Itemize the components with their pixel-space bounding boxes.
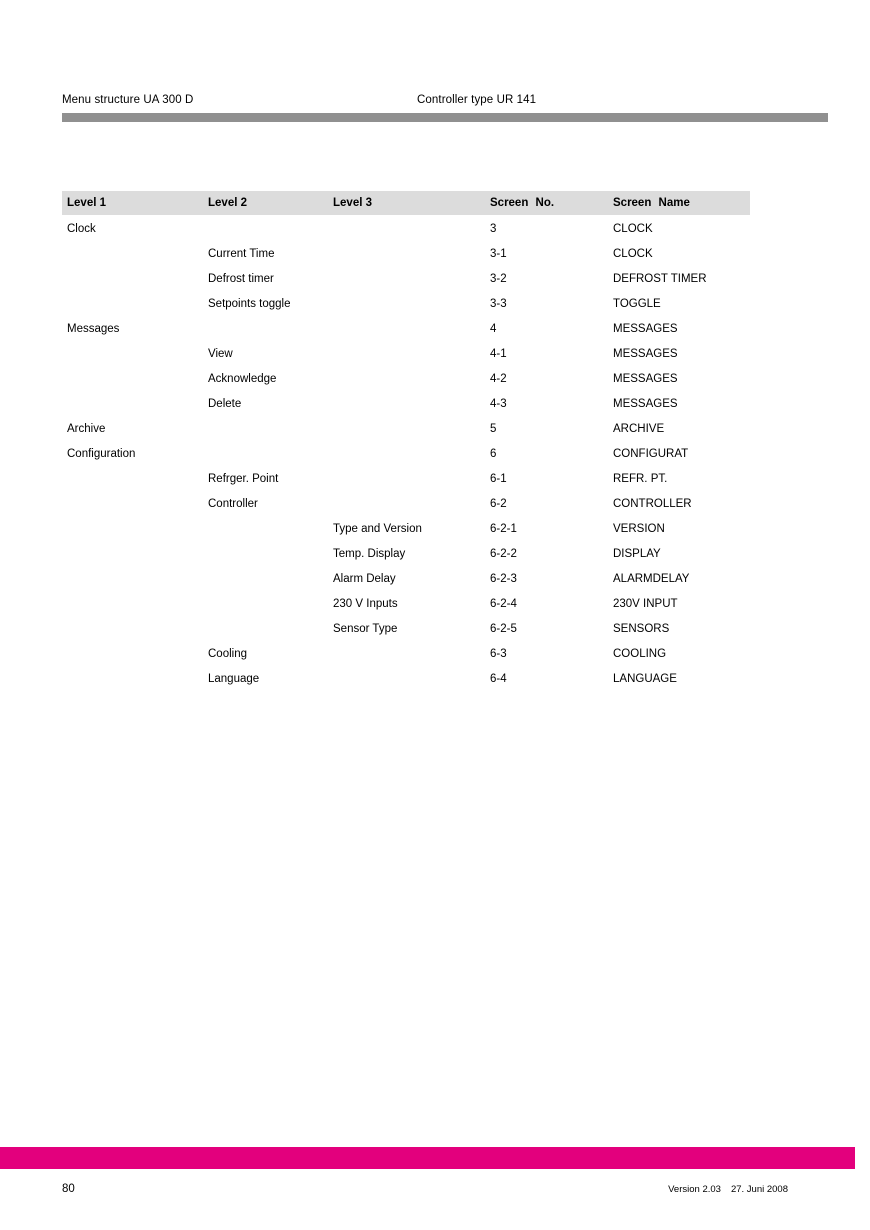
cell-level3: Temp. Display — [333, 548, 406, 560]
cell-screen-name: SENSORS — [613, 623, 670, 635]
table-row: Current Time 3-1 CLOCK — [62, 242, 750, 267]
footer-accent-bar — [0, 1147, 855, 1169]
cell-screen-name: ARCHIVE — [613, 423, 665, 435]
cell-screen-name: MESSAGES — [613, 398, 678, 410]
cell-screen-no: 6 — [490, 448, 497, 460]
table-row: Delete 4-3 MESSAGES — [62, 392, 750, 417]
table-row: Archive 5 ARCHIVE — [62, 417, 750, 442]
table-row: Temp. Display 6-2-2 DISPLAY — [62, 542, 750, 567]
cell-level1: Clock — [67, 223, 96, 235]
cell-screen-no: 3-2 — [490, 273, 507, 285]
cell-screen-no: 6-3 — [490, 648, 507, 660]
cell-screen-name: REFR. PT. — [613, 473, 668, 485]
table-row: 230 V Inputs 6-2-4 230V INPUT — [62, 592, 750, 617]
table-row: Setpoints toggle 3-3 TOGGLE — [62, 292, 750, 317]
cell-screen-no: 4-1 — [490, 348, 507, 360]
table-header-row: Level 1 Level 2 Level 3 Screen No. Scree… — [62, 191, 750, 215]
running-header-right: Controller type UR 141 — [417, 94, 537, 106]
column-header-screen-no: Screen No. — [490, 197, 555, 209]
table-row: Messages 4 MESSAGES — [62, 317, 750, 342]
cell-level2: Refrger. Point — [208, 473, 279, 485]
cell-screen-no: 6-2 — [490, 498, 507, 510]
table-row: Acknowledge 4-2 MESSAGES — [62, 367, 750, 392]
cell-screen-name: DISPLAY — [613, 548, 661, 560]
cell-level2: Setpoints toggle — [208, 298, 291, 310]
cell-screen-name: TOGGLE — [613, 298, 661, 310]
cell-level3: Alarm Delay — [333, 573, 396, 585]
cell-screen-name: MESSAGES — [613, 373, 678, 385]
table-row: Language 6-4 LANGUAGE — [62, 667, 750, 692]
cell-level2: Defrost timer — [208, 273, 274, 285]
cell-screen-no: 6-2-5 — [490, 623, 517, 635]
date-text: 27. Juni 2008 — [730, 1184, 788, 1195]
cell-level2: Controller — [208, 498, 258, 510]
cell-screen-no: 4-2 — [490, 373, 507, 385]
cell-screen-no: 6-1 — [490, 473, 507, 485]
cell-level3: Sensor Type — [333, 623, 398, 635]
table-row: Controller 6-2 CONTROLLER — [62, 492, 750, 517]
cell-level2: Delete — [208, 398, 242, 410]
version-text: Version 2.03 — [668, 1184, 721, 1195]
column-header-screen-name: Screen Name — [613, 197, 690, 209]
cell-level2: Language — [208, 673, 260, 685]
cell-screen-name: CLOCK — [613, 223, 653, 235]
cell-screen-no: 5 — [490, 423, 497, 435]
cell-screen-name: CLOCK — [613, 248, 653, 260]
cell-screen-no: 6-4 — [490, 673, 507, 685]
cell-screen-no: 3 — [490, 223, 497, 235]
table-row: Refrger. Point 6-1 REFR. PT. — [62, 467, 750, 492]
column-header-level2: Level 2 — [208, 197, 247, 209]
cell-screen-name: CONFIGURAT — [613, 448, 689, 460]
cell-screen-name: MESSAGES — [613, 348, 678, 360]
cell-screen-no: 6-2-2 — [490, 548, 517, 560]
cell-level2: View — [208, 348, 233, 360]
cell-screen-name: CONTROLLER — [613, 498, 692, 510]
cell-level3: Type and Version — [333, 523, 422, 535]
table-row: Sensor Type 6-2-5 SENSORS — [62, 617, 750, 642]
column-header-level3: Level 3 — [333, 197, 372, 209]
table-row: View 4-1 MESSAGES — [62, 342, 750, 367]
cell-screen-name: ALARMDELAY — [613, 573, 690, 585]
cell-screen-name: VERSION — [613, 523, 665, 535]
cell-level1: Archive — [67, 423, 106, 435]
cell-screen-name: LANGUAGE — [613, 673, 677, 685]
column-header-level1: Level 1 — [67, 197, 106, 209]
cell-level1: Messages — [67, 323, 120, 335]
cell-screen-name: 230V INPUT — [613, 598, 678, 610]
cell-screen-no: 3-1 — [490, 248, 507, 260]
footer-version-line: Version 2.03 27. Juni 2008 — [668, 1184, 788, 1195]
cell-screen-no: 4-3 — [490, 398, 507, 410]
cell-screen-name: COOLING — [613, 648, 667, 660]
table-row: Alarm Delay 6-2-3 ALARMDELAY — [62, 567, 750, 592]
header-rule-bar — [62, 113, 828, 122]
cell-screen-no: 6-2-1 — [490, 523, 517, 535]
cell-level2: Current Time — [208, 248, 275, 260]
menu-structure-table: Clock 3 CLOCK Current Time 3-1 CLOCK Defrost t… — [62, 217, 750, 692]
cell-level1: Configuration — [67, 448, 136, 460]
cell-screen-no: 6-2-4 — [490, 598, 517, 610]
running-header-left: Menu structure UA 300 D — [62, 94, 194, 106]
table-row: Defrost timer 3-2 DEFROST TIMER — [62, 267, 750, 292]
cell-screen-no: 3-3 — [490, 298, 507, 310]
cell-screen-name: DEFROST TIMER — [613, 273, 707, 285]
page-number: 80 — [62, 1183, 75, 1195]
cell-level2: Cooling — [208, 648, 247, 660]
table-row: Configuration 6 CONFIGURAT — [62, 442, 750, 467]
table-row: Cooling 6-3 COOLING — [62, 642, 750, 667]
cell-screen-name: MESSAGES — [613, 323, 678, 335]
table-row: Type and Version 6-2-1 VERSION — [62, 517, 750, 542]
table-row: Clock 3 CLOCK — [62, 217, 750, 242]
cell-screen-no: 6-2-3 — [490, 573, 517, 585]
cell-level3: 230 V Inputs — [333, 598, 398, 610]
cell-screen-no: 4 — [490, 323, 497, 335]
cell-level2: Acknowledge — [208, 373, 277, 385]
